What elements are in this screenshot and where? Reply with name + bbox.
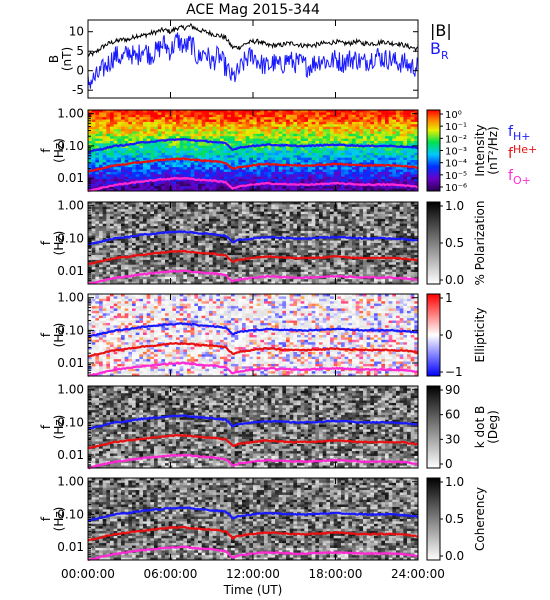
y-tick-label: 0.10 <box>57 415 84 429</box>
spectrogram-panel-4 <box>88 386 419 469</box>
y-tick-label: 0.01 <box>57 356 84 370</box>
y-tick-label: 5 <box>76 44 84 58</box>
y-axis-unit: (Hz) <box>52 415 66 440</box>
gyrofrequency-line-heplus <box>87 157 419 173</box>
colorbar-label: Coherency <box>473 487 487 551</box>
gyrofrequency-line-oplus <box>87 361 419 378</box>
x-tick-label: 24:00:00 <box>391 567 445 581</box>
colorbar-tick-label: 10⁻² <box>445 134 467 145</box>
colorbar-tick-label: 1 <box>445 291 453 305</box>
legend-f_oplus: fO+ <box>508 168 531 187</box>
y-tick-label: 0.10 <box>57 231 84 245</box>
colorbar-label: k dot B <box>473 406 487 448</box>
y-axis-label: f <box>39 148 53 153</box>
x-tick-label: 00:00:00 <box>61 567 115 581</box>
colorbar-tick-label: 1.0 <box>445 199 464 213</box>
colorbar-tick-label: 0 <box>445 328 453 342</box>
y-tick-label: 1.00 <box>57 383 84 397</box>
legend-b-r: BR <box>430 39 449 62</box>
gyrofrequency-line-oplus <box>87 453 419 470</box>
spectrogram-panel-1 <box>88 110 419 192</box>
colorbar-tick-label: 30 <box>445 432 460 446</box>
gyrofrequency-line-hplus <box>87 322 419 338</box>
colorbar-tick-label: 0.0 <box>445 549 464 563</box>
y-tick-label: 0 <box>76 64 84 78</box>
series-line-b-total <box>88 22 418 58</box>
y-tick-label: 1.00 <box>57 291 84 305</box>
colorbar-label: Ellipticity <box>473 308 487 363</box>
colorbar-tick-label: 90 <box>445 383 460 397</box>
y-tick-label: 1.00 <box>57 107 84 121</box>
y-axis-label: f <box>39 332 53 337</box>
gyrofrequency-line-heplus <box>87 249 419 266</box>
colorbar-tick-label: 1.0 <box>445 475 464 489</box>
y-axis-label: f <box>39 516 53 521</box>
y-tick-label: 10 <box>69 25 84 39</box>
gyrofrequency-line-oplus <box>87 545 419 562</box>
colorbar <box>426 109 441 192</box>
spectrogram-panel-2 <box>88 202 419 285</box>
legend-f_heplus: fHe+ <box>508 143 537 162</box>
colorbar-unit: (Deg) <box>486 410 500 444</box>
colorbar-tick-label: 10⁻¹ <box>445 122 467 133</box>
colorbar-tick-label: 10⁻⁵ <box>445 171 467 182</box>
x-axis-label: Time (UT) <box>223 583 283 597</box>
spectrogram-panel-5 <box>88 478 419 561</box>
colorbar-tick-label: 10⁰ <box>445 110 462 121</box>
gyrofrequency-line-heplus <box>87 341 419 358</box>
spectrogram-panel-3 <box>88 294 419 377</box>
colorbar <box>426 293 441 377</box>
colorbar-tick-label: 10⁻⁶ <box>445 183 467 194</box>
colorbar-label: Intensity <box>473 124 487 176</box>
y-tick-label: 0.01 <box>57 448 84 462</box>
y-axis-unit: (Hz) <box>52 507 66 532</box>
colorbar-tick-label: 10⁻³ <box>445 147 467 158</box>
gyrofrequency-line-hplus <box>87 230 419 246</box>
y-tick-label: 1.00 <box>57 199 84 213</box>
y-axis-label: f <box>39 424 53 429</box>
x-tick-label: 06:00:00 <box>144 567 198 581</box>
gyrofrequency-line-hplus <box>87 506 418 522</box>
gyrofrequency-line-heplus <box>87 525 419 542</box>
colorbar <box>426 477 441 561</box>
colorbar-tick-label: 0.0 <box>445 273 464 287</box>
colorbar <box>426 385 441 469</box>
series-line-b-r <box>88 32 418 89</box>
y-tick-label: 0.01 <box>57 171 84 185</box>
x-tick-label: 18:00:00 <box>309 567 363 581</box>
colorbar-tick-label: 0.5 <box>445 512 464 526</box>
gyrofrequency-line-hplus <box>87 137 419 154</box>
colorbar-label: % Polarization <box>473 201 487 286</box>
colorbar-unit: (nT²/Hz) <box>486 126 500 174</box>
x-tick-label: 12:00:00 <box>226 567 280 581</box>
gyrofrequency-line-hplus <box>87 414 419 430</box>
y-tick-label: 0.01 <box>57 264 84 278</box>
legend-b-total: |B| <box>430 21 452 40</box>
colorbar-tick-label: 0 <box>445 457 453 471</box>
y-axis-unit: (Hz) <box>52 138 66 163</box>
y-axis-label: f <box>39 240 53 245</box>
y-axis-unit: (Hz) <box>52 323 66 348</box>
colorbar-tick-label: 10⁻⁴ <box>445 159 467 170</box>
y-axis-unit: (nT) <box>60 47 74 71</box>
gyrofrequency-line-heplus <box>87 433 419 450</box>
colorbar-tick-label: 60 <box>445 408 460 422</box>
y-tick-label: 0.10 <box>57 507 84 521</box>
figure-title: ACE Mag 2015-344 <box>186 2 320 18</box>
y-tick-label: 1.00 <box>57 475 84 489</box>
legend-f_hplus: fH+ <box>508 124 530 143</box>
colorbar-tick-label: 0.5 <box>445 236 464 250</box>
y-axis-unit: (Hz) <box>52 231 66 256</box>
y-axis-label: B <box>47 55 61 63</box>
colorbar-tick-label: −1 <box>445 365 463 379</box>
y-tick-label: 0.01 <box>57 540 84 554</box>
y-tick-label: 0.10 <box>57 139 84 153</box>
y-tick-label: 0.10 <box>57 323 84 337</box>
colorbar <box>426 201 441 285</box>
y-tick-label: -5 <box>72 83 84 97</box>
